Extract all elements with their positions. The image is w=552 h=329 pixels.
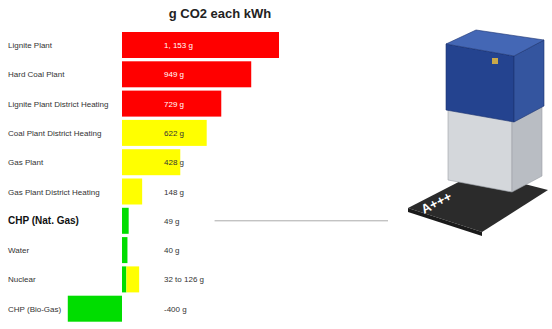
data-label: 148 g [164, 188, 184, 197]
category-label: Water [8, 246, 29, 255]
unit-front-lower [448, 108, 512, 192]
unit-front-upper [446, 44, 514, 122]
bar-range [126, 266, 139, 292]
unit-badge [492, 58, 498, 64]
category-label: Gas Plant District Heating [8, 188, 100, 197]
platform-edge [408, 208, 482, 236]
bars [68, 32, 279, 322]
bar [122, 91, 221, 117]
category-label: Coal Plant District Heating [8, 129, 101, 138]
category-label: Lignite Plant District Heating [8, 100, 109, 109]
chart: g CO2 each kWh Lignite Plant Hard Coal Pla… [0, 0, 552, 329]
leader-line [215, 220, 388, 221]
bar [68, 296, 122, 322]
bar [122, 208, 129, 234]
data-label: 40 g [164, 246, 180, 255]
chart-title: g CO2 each kWh [169, 6, 272, 21]
bar [122, 61, 251, 87]
data-label: 1, 153 g [164, 41, 193, 50]
chp-unit-icon [408, 30, 548, 236]
data-label: 428 g [164, 158, 184, 167]
category-label: Nuclear [8, 275, 36, 284]
category-label: CHP (Bio-Gas) [8, 305, 62, 314]
data-label: 622 g [164, 129, 184, 138]
bar [122, 32, 279, 58]
data-label: 949 g [164, 70, 184, 79]
unit-top [446, 30, 544, 56]
bar [122, 179, 142, 205]
data-label: 32 to 126 g [164, 275, 204, 284]
category-label: Gas Plant [8, 158, 44, 167]
energy-label: A+++ [419, 189, 455, 217]
bar [122, 266, 126, 292]
data-label: 49 g [164, 217, 180, 226]
data-label: 729 g [164, 100, 184, 109]
category-label: Lignite Plant [8, 41, 53, 50]
category-label: Hard Coal Plant [8, 70, 65, 79]
data-label: -400 g [164, 305, 187, 314]
category-label: CHP (Nat. Gas) [8, 215, 79, 226]
bar [122, 120, 207, 146]
bar [122, 237, 127, 263]
